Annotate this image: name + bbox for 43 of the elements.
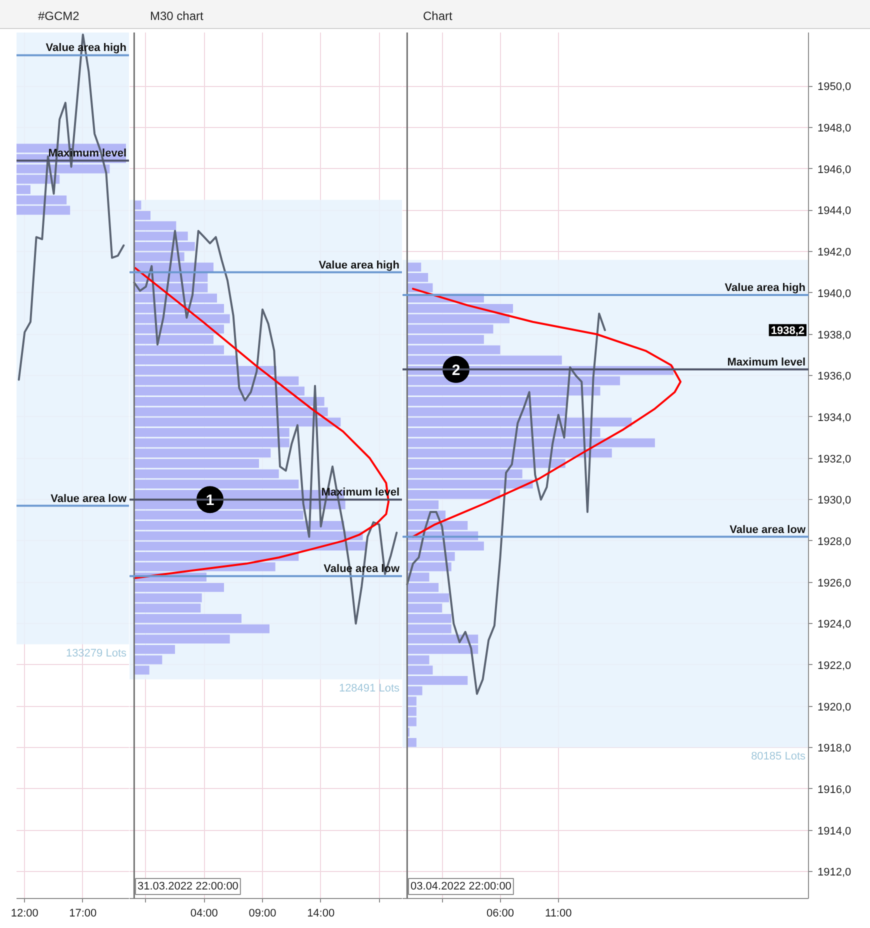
chart-title: Chart: [423, 8, 452, 25]
ref-line-label: Maximum level: [727, 356, 806, 368]
x-tick-label: 12:00: [10, 908, 38, 920]
annotation: 03.04.2022 22:00:00: [410, 880, 512, 892]
band-label: 80185 Lots: [751, 750, 806, 763]
y-tick-label: 1922,0: [818, 660, 852, 672]
y-tick-label: 1942,0: [818, 246, 852, 259]
y-tick-label: 1948,0: [818, 122, 852, 135]
y-tick-label: 1920,0: [818, 701, 852, 714]
x-tick-label: 14:00: [307, 908, 335, 920]
x-tick-label: 11:00: [545, 908, 572, 920]
x-tick-label: 04:00: [190, 908, 218, 920]
x-tick-label: 17:00: [69, 908, 97, 920]
y-tick-label: 1912,0: [818, 866, 852, 879]
y-tick-label: 1928,0: [818, 536, 852, 548]
ref-line-label: Value area high: [318, 259, 400, 272]
band-label: 133279 Lots: [66, 647, 127, 660]
chart-title: #GCM2: [38, 8, 80, 25]
y-tick-label: 1946,0: [818, 164, 852, 176]
y-tick-label: 1936,0: [818, 370, 852, 383]
y-tick-label: 1930,0: [818, 494, 852, 507]
ref-line-label: Value area low: [50, 492, 127, 505]
x-tick-label: 06:00: [486, 908, 514, 920]
band-label: 128491 Lots: [338, 682, 400, 694]
y-tick-label: 1926,0: [818, 577, 852, 590]
y-tick-label: 1924,0: [818, 618, 852, 631]
annotation: 2: [452, 362, 460, 379]
annotation: 1: [206, 492, 214, 510]
y-tick-label: 1950,0: [818, 81, 852, 94]
y-tick-label: 1932,0: [818, 453, 852, 466]
annotation: 31.03.2022 22:00:00: [138, 880, 238, 892]
ref-line-label: Value area low: [730, 524, 806, 536]
y-tick-label: 1934,0: [818, 412, 852, 424]
x-tick-label: 09:00: [248, 908, 276, 920]
y-tick-label: 1916,0: [818, 784, 852, 796]
ref-line-label: Value area high: [724, 282, 806, 294]
y-tick-label: 1914,0: [818, 825, 852, 838]
annotation: 1938,2: [770, 325, 805, 338]
chart-title: M30 chart: [150, 8, 204, 25]
y-tick-label: 1944,0: [818, 205, 852, 218]
y-tick-label: 1940,0: [818, 288, 852, 300]
y-tick-label: 1938,0: [818, 329, 852, 342]
y-tick-label: 1918,0: [818, 742, 852, 755]
